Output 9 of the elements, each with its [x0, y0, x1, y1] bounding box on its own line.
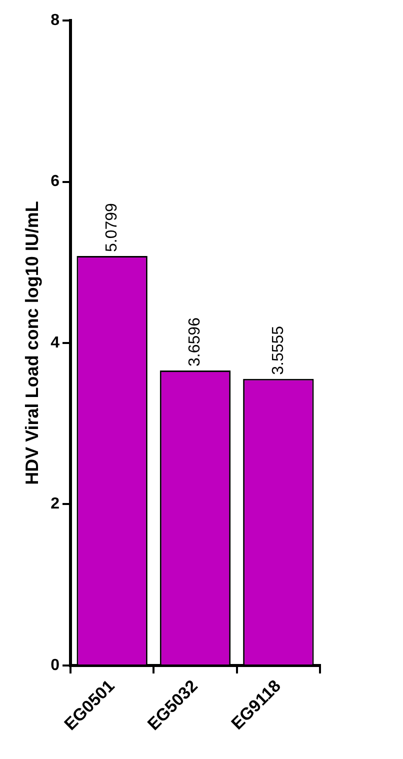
- y-tick-label: 4: [50, 334, 60, 352]
- y-tick-label: 2: [50, 496, 60, 513]
- data-label: 3.6596: [186, 317, 204, 366]
- y-tick-label: 6: [50, 173, 60, 190]
- data-label: 5.0799: [103, 202, 120, 252]
- y-tick-label: 0: [50, 656, 60, 674]
- y-axis-title: HDV Viral Load conc log10 IU/mL: [22, 201, 42, 485]
- y-tick-label: 8: [50, 12, 60, 30]
- data-label: 3.5555: [270, 326, 287, 375]
